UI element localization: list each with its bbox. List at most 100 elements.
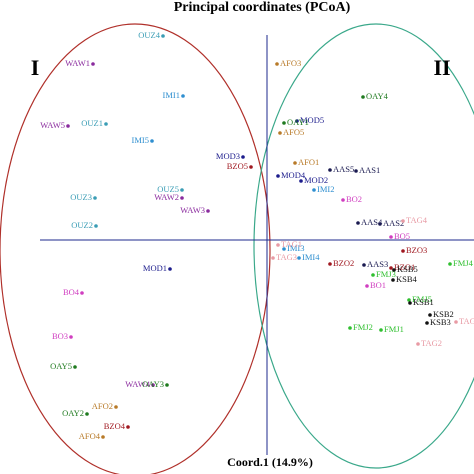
point <box>401 219 405 223</box>
point <box>114 405 118 409</box>
point <box>389 266 393 270</box>
point <box>69 335 73 339</box>
point-label: OAY1 <box>287 117 309 127</box>
point-label: AFO3 <box>280 58 301 68</box>
point <box>275 62 279 66</box>
point-label: OUZ3 <box>70 192 92 202</box>
point <box>407 298 411 302</box>
point <box>425 321 429 325</box>
point-label: TAG3 <box>276 252 297 262</box>
point-label: WAW2 <box>154 192 179 202</box>
point <box>416 342 420 346</box>
point <box>371 273 375 277</box>
point <box>66 124 70 128</box>
point <box>271 256 275 260</box>
point <box>428 313 432 317</box>
point-label: FMJ5 <box>412 294 432 304</box>
cluster-ellipse <box>0 23 271 474</box>
point <box>282 121 286 125</box>
point <box>180 188 184 192</box>
point <box>168 267 172 271</box>
cluster-ellipse <box>253 23 474 469</box>
point-label: MOD4 <box>281 170 306 180</box>
point <box>180 196 184 200</box>
point-label: FMJ3 <box>376 269 396 279</box>
point <box>401 249 405 253</box>
point-label: TAG1 <box>281 239 302 249</box>
point <box>101 435 105 439</box>
point-label: BZO1 <box>394 262 415 272</box>
point <box>91 62 95 66</box>
point <box>365 284 369 288</box>
point <box>354 169 358 173</box>
point-label: OUZ2 <box>71 220 93 230</box>
point-label: BO4 <box>63 287 80 297</box>
point <box>293 161 297 165</box>
point-label: WAW5 <box>40 120 65 130</box>
point <box>299 179 303 183</box>
point-label: MOD1 <box>143 263 167 273</box>
point <box>448 262 452 266</box>
point <box>408 301 412 305</box>
point-label: AAS1 <box>359 165 380 175</box>
point-label: BO3 <box>52 331 68 341</box>
point <box>391 278 395 282</box>
point-label: OUZ4 <box>138 30 160 40</box>
point <box>151 383 155 387</box>
point-label: KSB1 <box>413 297 434 307</box>
point-label: MOD2 <box>304 175 328 185</box>
point <box>282 247 286 251</box>
point <box>150 139 154 143</box>
point <box>356 221 360 225</box>
point <box>181 94 185 98</box>
point-label: MOD5 <box>300 115 324 125</box>
point <box>104 122 108 126</box>
point-label: IMI1 <box>163 90 180 100</box>
point-label: OAY4 <box>366 91 389 101</box>
point <box>249 165 253 169</box>
point <box>389 235 393 239</box>
point <box>392 268 396 272</box>
point <box>126 425 130 429</box>
point-label: IMI5 <box>132 135 149 145</box>
point <box>378 222 382 226</box>
point <box>361 95 365 99</box>
point-label: TAG4 <box>406 215 428 225</box>
point <box>362 263 366 267</box>
point-label: IMI4 <box>302 252 320 262</box>
point <box>276 243 280 247</box>
cluster-label: II <box>433 55 450 80</box>
point-label: AFO1 <box>298 157 319 167</box>
point-label: BO5 <box>394 231 410 241</box>
point-label: BO1 <box>370 280 386 290</box>
point <box>276 174 280 178</box>
point <box>241 155 245 159</box>
point-label: AFO5 <box>283 127 304 137</box>
point <box>85 412 89 416</box>
point-label: TAG5 <box>459 316 474 326</box>
point-label: AFO4 <box>79 431 101 441</box>
point-label: KSB4 <box>396 274 418 284</box>
point-label: AAS3 <box>367 259 388 269</box>
point <box>312 188 316 192</box>
point-label: WAW4 <box>125 379 151 389</box>
point-label: KSB2 <box>433 309 454 319</box>
point <box>94 224 98 228</box>
point-label: BZO3 <box>406 245 427 255</box>
point-label: MOD3 <box>216 151 240 161</box>
chart-title: Principal coordinates (PCoA) <box>174 0 351 15</box>
point-label: OAY5 <box>50 361 72 371</box>
point <box>80 291 84 295</box>
point <box>278 131 282 135</box>
point-label: BZO4 <box>104 421 126 431</box>
point-label: KSB3 <box>430 317 451 327</box>
point-label: FMJ4 <box>453 258 474 268</box>
point <box>297 256 301 260</box>
point-label: FMJ1 <box>384 324 404 334</box>
point <box>379 328 383 332</box>
point-label: BO2 <box>346 194 362 204</box>
point-label: IMI2 <box>317 184 334 194</box>
point-label: OUZ1 <box>81 118 103 128</box>
point <box>93 196 97 200</box>
